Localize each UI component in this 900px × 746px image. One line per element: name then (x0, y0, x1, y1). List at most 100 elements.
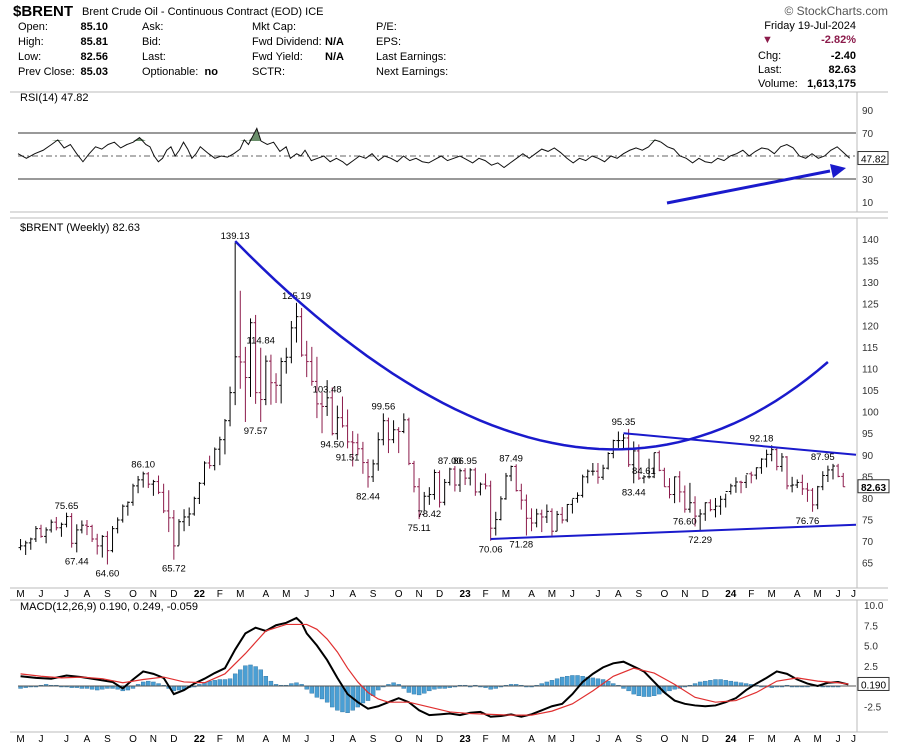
macd-histogram-bar (549, 680, 555, 687)
x-axis-label: M (16, 734, 24, 745)
macd-histogram-bar (544, 681, 550, 687)
x-axis-label: J (304, 734, 309, 745)
x-axis-label: J (851, 734, 856, 745)
macd-histogram-bar (268, 680, 274, 687)
price-tick-label: 130 (862, 278, 879, 289)
macd-histogram-bar (703, 680, 708, 687)
x-axis-label: N (681, 589, 688, 600)
rsi-title: RSI(14) 47.82 (20, 92, 88, 104)
x-axis-label: J (595, 734, 600, 745)
macd-histogram-bar (222, 679, 228, 687)
quote-label: Last: (142, 51, 166, 63)
x-axis-label: S (635, 589, 642, 600)
x-axis-label: 24 (725, 589, 737, 600)
quote-label: Volume: (758, 78, 798, 90)
x-axis-label: A (349, 734, 356, 745)
macd-histogram-bar (626, 685, 631, 692)
x-axis-label: O (395, 589, 403, 600)
macd-histogram-bar (667, 685, 672, 692)
macd-histogram-bar (314, 685, 320, 698)
price-annotation: 75.65 (55, 501, 79, 512)
macd-histogram-bar (570, 675, 575, 687)
x-axis-label: 22 (194, 734, 206, 745)
price-annotation: 86.95 (453, 456, 477, 467)
x-axis-label: M (236, 589, 244, 600)
macd-histogram-bar (713, 679, 718, 687)
macd-signal-line (20, 623, 849, 716)
x-axis-label: A (615, 589, 622, 600)
price-annotation: 99.56 (371, 401, 395, 412)
price-tick-label: 140 (862, 235, 879, 246)
price-annotation: 83.44 (622, 487, 646, 498)
macd-histogram-bar (253, 666, 258, 687)
macd-last-label: 0.190 (861, 680, 886, 691)
macd-histogram-bar (590, 677, 596, 687)
x-axis-label: D (702, 734, 709, 745)
x-axis-label: D (170, 589, 177, 600)
x-axis-label: O (395, 734, 403, 745)
price-tick-label: 120 (862, 321, 879, 332)
quote-date: Friday 19-Jul-2024 (764, 20, 856, 32)
macd-histogram-bar (319, 685, 325, 700)
price-annotation: 71.28 (509, 540, 533, 551)
price-annotation: 84.61 (632, 466, 656, 477)
rsi-overbought-fill (51, 128, 662, 142)
macd-histogram-bar (140, 681, 146, 687)
x-axis-label: J (851, 589, 856, 600)
macd-tick-label: 7.5 (864, 621, 878, 632)
quote-label: Mkt Cap: (252, 21, 297, 33)
rsi-line (17, 127, 851, 169)
price-annotation: 76.76 (796, 516, 820, 527)
quote-value: 82.56 (80, 51, 108, 63)
macd-histogram-bar (427, 685, 432, 692)
x-axis-label: A (615, 734, 622, 745)
x-axis-label: O (660, 589, 668, 600)
price-tick-label: 105 (862, 386, 879, 397)
price-annotation: 114.84 (247, 336, 275, 347)
price-annotation: 67.44 (65, 556, 89, 567)
macd-tick-label: -2.5 (864, 702, 882, 713)
macd-histogram-bar (723, 680, 728, 687)
macd-histogram-bar (324, 685, 330, 703)
price-annotation: 78.42 (417, 509, 441, 520)
x-axis-label: D (436, 734, 443, 745)
macd-histogram-bar (248, 664, 253, 687)
price-tick-label: 70 (862, 537, 874, 548)
macd-histogram-bar (151, 681, 156, 687)
price-annotation: 65.72 (162, 564, 186, 575)
macd-histogram-bar (565, 676, 570, 687)
x-axis-label: A (528, 589, 535, 600)
x-axis-label: F (482, 589, 488, 600)
quote-label: P/E: (376, 21, 397, 33)
rsi-tick-label: 10 (862, 198, 874, 209)
macd-line (20, 616, 849, 718)
x-axis-label: A (262, 589, 269, 600)
macd-tick-label: 5.0 (864, 642, 878, 653)
price-annotation: 103.48 (313, 385, 342, 396)
price-tick-label: 135 (862, 257, 879, 268)
macd-histogram-bar (559, 676, 565, 687)
macd-histogram-bar (95, 685, 100, 691)
rsi-tick-label: 30 (862, 175, 874, 186)
lower-trendline (490, 523, 857, 540)
x-axis-label: M (768, 589, 776, 600)
x-axis-label: M (768, 734, 776, 745)
macd-histogram-bar (411, 685, 417, 695)
x-axis-label: D (702, 589, 709, 600)
price-tick-label: 125 (862, 300, 879, 311)
x-axis-label: A (794, 734, 801, 745)
quote-value: N/A (325, 36, 344, 48)
x-axis-label: S (370, 589, 377, 600)
x-axis-label: N (415, 734, 422, 745)
macd-histogram-bar (146, 680, 151, 687)
price-tick-label: 115 (862, 343, 878, 354)
price-tick-label: 90 (862, 451, 874, 462)
macd-histogram-bar (651, 685, 657, 696)
macd-histogram-bar (646, 685, 652, 697)
x-axis-label: O (129, 589, 137, 600)
x-axis-label: F (217, 589, 223, 600)
change-down-icon: ▼ (762, 34, 773, 46)
quote-label: Fwd Dividend: (252, 36, 322, 48)
